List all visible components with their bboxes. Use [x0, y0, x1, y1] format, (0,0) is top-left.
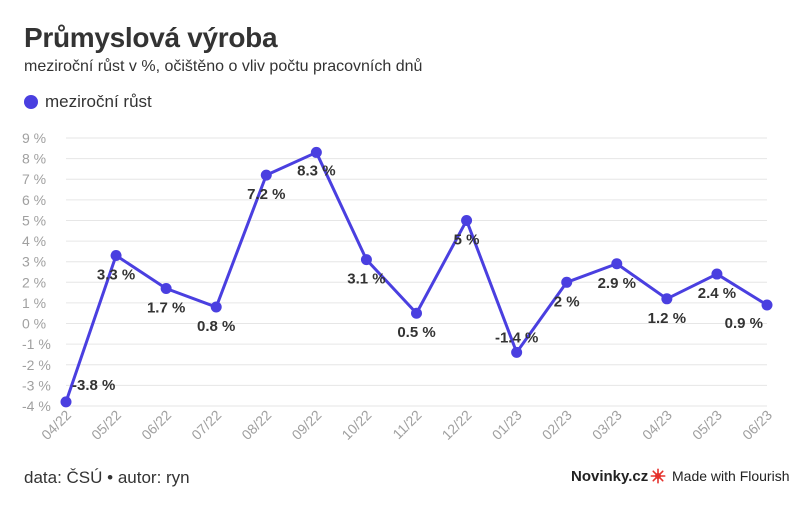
data-point [461, 214, 473, 226]
data-label: -1.4 % [495, 329, 538, 346]
x-tick-label: 02/23 [539, 407, 575, 443]
data-point [661, 293, 673, 305]
data-point [310, 146, 322, 158]
legend-dot-icon [24, 95, 38, 109]
made-with-flourish-label: Made with Flourish [672, 468, 790, 484]
x-tick-label: 09/22 [288, 407, 324, 443]
data-point [611, 258, 623, 270]
flourish-icon [650, 468, 666, 484]
y-tick-label: 7 % [22, 171, 46, 187]
y-tick-label: 4 % [22, 233, 46, 249]
data-label: 3.3 % [97, 267, 135, 284]
y-tick-label: -3 % [22, 377, 51, 393]
y-tick-label: -4 % [22, 398, 51, 414]
data-point [511, 346, 523, 358]
y-tick-label: 1 % [22, 295, 46, 311]
data-label: 5 % [454, 231, 480, 248]
data-point [210, 301, 222, 313]
data-label: 3.1 % [347, 271, 385, 288]
chart-title: Průmyslová výroba [24, 22, 278, 53]
data-point [260, 169, 272, 181]
data-point [60, 396, 72, 408]
data-point [761, 299, 773, 311]
line-chart: -4 % -3 % -2 % -1 % 0 % 1 % 2 % 3 % 4 % 5 % 6 % 7 %… [22, 130, 775, 443]
data-point [360, 254, 372, 266]
data-label: 1.2 % [648, 310, 686, 327]
x-tick-label: 10/22 [338, 407, 374, 443]
x-tick-label: 01/23 [489, 407, 525, 443]
chart-subtitle: meziroční růst v %, očištěno o vliv počt… [24, 58, 423, 75]
data-point [561, 276, 573, 288]
data-point [711, 268, 723, 280]
y-tick-label: 5 % [22, 212, 46, 228]
data-label: 8.3 % [297, 162, 335, 179]
data-label: 2.4 % [698, 285, 736, 302]
x-tick-label: 08/22 [238, 407, 274, 443]
data-label: 7.2 % [247, 186, 285, 203]
brand-logo[interactable]: Novinky.cz [571, 468, 649, 485]
y-tick-label: 3 % [22, 254, 46, 270]
x-tick-label: 06/23 [739, 407, 775, 443]
legend-label: meziroční růst [45, 92, 152, 111]
y-tick-label: 2 % [22, 274, 46, 290]
legend: meziroční růst [24, 92, 152, 112]
x-tick-label: 06/22 [138, 407, 174, 443]
x-tick-label: 07/22 [188, 407, 224, 443]
x-tick-label: 05/22 [88, 407, 124, 443]
data-label: 0.5 % [397, 324, 435, 341]
data-label: 0.8 % [197, 318, 235, 335]
data-label: 2.9 % [598, 275, 636, 292]
source-credit: data: ČSÚ • autor: ryn [24, 468, 190, 487]
x-tick-label: 04/23 [639, 407, 675, 443]
data-label: 2 % [554, 293, 580, 310]
x-tick-label: 11/22 [389, 407, 425, 443]
y-tick-label: 9 % [22, 130, 46, 146]
made-with-flourish-link[interactable]: Made with Flourish [650, 468, 790, 484]
data-point [110, 250, 122, 262]
y-tick-label: -1 % [22, 336, 51, 352]
data-label: 0.9 % [725, 315, 763, 332]
data-label: -3.8 % [72, 377, 115, 394]
data-point [160, 282, 172, 294]
y-tick-label: 6 % [22, 192, 46, 208]
y-tick-label: 0 % [22, 316, 46, 332]
x-tick-label: 05/23 [689, 407, 725, 443]
data-point [411, 307, 422, 319]
x-tick-label: 03/23 [589, 407, 625, 443]
data-label: 1.7 % [147, 299, 185, 316]
y-tick-label: -2 % [22, 357, 51, 373]
x-tick-label: 12/22 [439, 407, 475, 443]
y-tick-label: 8 % [22, 151, 46, 167]
